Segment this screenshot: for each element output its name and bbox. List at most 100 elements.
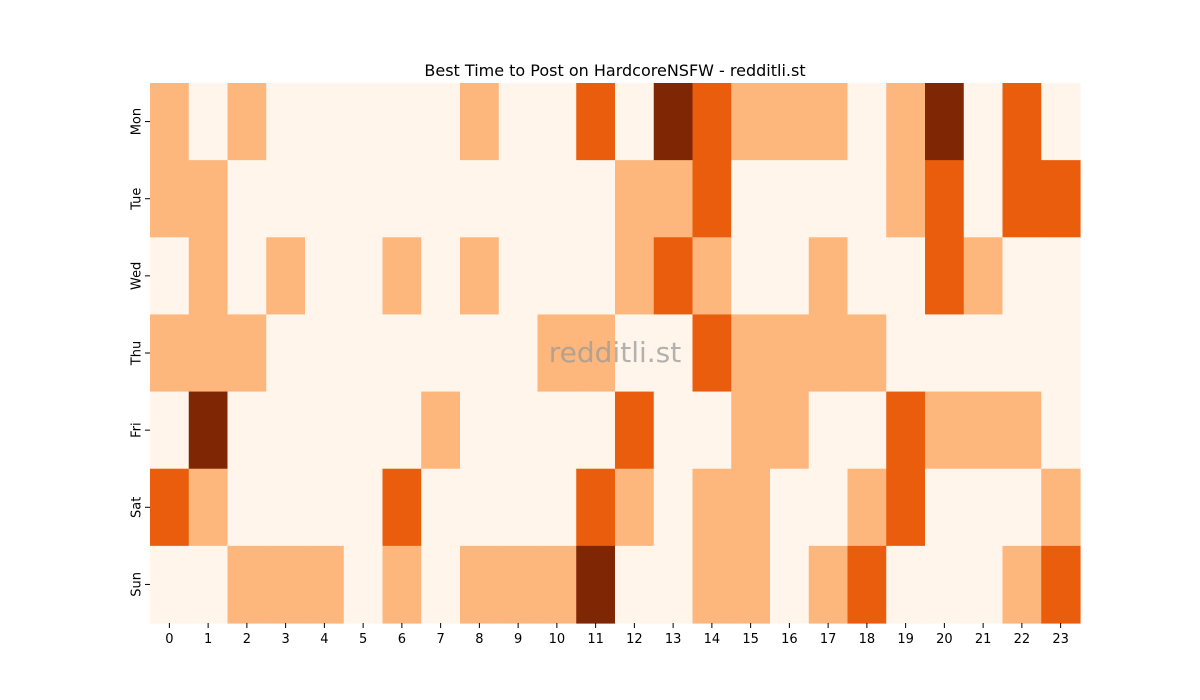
heatmap-cell-thu-3	[266, 314, 306, 393]
heatmap-cell-fri-7	[421, 391, 461, 470]
heatmap-cell-wed-20	[925, 237, 965, 316]
heatmap-cell-fri-21	[963, 391, 1004, 470]
heatmap-cell-mon-9	[498, 83, 539, 161]
heatmap-cell-fri-14	[692, 391, 732, 470]
heatmap-cell-sun-7	[421, 545, 461, 624]
y-tick-label: Tue	[130, 188, 145, 211]
heatmap-cell-fri-2	[227, 391, 267, 470]
heatmap-cell-thu-13	[653, 314, 694, 393]
y-tick-label: Sat	[130, 497, 145, 518]
heatmap-cell-sat-4	[305, 468, 345, 547]
heatmap-cell-thu-21	[963, 314, 1004, 393]
heatmap-cell-mon-11	[576, 83, 616, 161]
heatmap-cell-mon-12	[615, 83, 655, 161]
x-tick-label: 20	[936, 632, 953, 647]
heatmap-cell-wed-9	[498, 237, 539, 316]
heatmap-cell-mon-16	[770, 83, 810, 161]
heatmap-cell-sat-20	[925, 468, 965, 547]
heatmap-cell-sat-19	[886, 468, 926, 547]
heatmap-cell-sun-8	[460, 545, 500, 624]
heatmap-cell-wed-1	[188, 237, 229, 316]
heatmap-cell-thu-7	[421, 314, 461, 393]
heatmap-cell-fri-3	[266, 391, 306, 470]
x-tick-label: 6	[398, 632, 406, 647]
heatmap-cell-fri-17	[808, 391, 849, 470]
heatmap-cell-sat-13	[653, 468, 694, 547]
heatmap-cell-sat-2	[227, 468, 267, 547]
heatmap-cell-thu-16	[770, 314, 810, 393]
heatmap-cell-thu-12	[615, 314, 655, 393]
heatmap-cell-sat-12	[615, 468, 655, 547]
heatmap-cell-wed-16	[770, 237, 810, 316]
heatmap-cell-wed-8	[460, 237, 500, 316]
heatmap-cell-sun-3	[266, 545, 306, 624]
heatmap-cell-tue-7	[421, 160, 461, 238]
heatmap-cell-sun-12	[615, 545, 655, 624]
heatmap-cell-fri-19	[886, 391, 926, 470]
heatmap-cell-fri-13	[653, 391, 694, 470]
heatmap-cell-sun-9	[498, 545, 539, 624]
x-tick-label: 22	[1014, 632, 1031, 647]
heatmap-cell-sat-5	[343, 468, 384, 547]
heatmap-cell-fri-9	[498, 391, 539, 470]
heatmap-cell-fri-5	[343, 391, 384, 470]
heatmap-cell-fri-0	[150, 391, 190, 470]
x-tick-label: 7	[436, 632, 444, 647]
heatmap-cell-sun-16	[770, 545, 810, 624]
heatmap-cell-mon-0	[150, 83, 190, 161]
x-tick-label: 13	[665, 632, 682, 647]
heatmap-cell-sun-6	[382, 545, 422, 624]
heatmap-cell-thu-11	[576, 314, 616, 393]
heatmap-cell-sat-6	[382, 468, 422, 547]
heatmap-cell-wed-19	[886, 237, 926, 316]
heatmap-cell-sun-14	[692, 545, 732, 624]
heatmap-cell-sat-11	[576, 468, 616, 547]
x-tick-label: 8	[475, 632, 483, 647]
heatmap-cell-sat-22	[1002, 468, 1042, 547]
heatmap-cell-tue-12	[615, 160, 655, 238]
x-tick-label: 2	[243, 632, 251, 647]
heatmap-cell-wed-0	[150, 237, 190, 316]
heatmap-cell-tue-8	[460, 160, 500, 238]
heatmap-cell-mon-20	[925, 83, 965, 161]
heatmap-cell-tue-1	[188, 160, 229, 238]
heatmap-cell-mon-21	[963, 83, 1004, 161]
heatmap-cell-fri-20	[925, 391, 965, 470]
x-axis: 0 1 2 3 4 5 6 7 8 9 10 11 12 13 14 15 16 17 18 19 20 21 22 23	[165, 623, 1069, 647]
heatmap-cell-sat-17	[808, 468, 849, 547]
heatmap-cell-tue-9	[498, 160, 539, 238]
x-tick-label: 0	[165, 632, 173, 647]
heatmap-cell-wed-4	[305, 237, 345, 316]
x-tick-label: 3	[281, 632, 289, 647]
x-tick-label: 19	[897, 632, 914, 647]
heatmap-cell-sat-21	[963, 468, 1004, 547]
heatmap-cell-thu-6	[382, 314, 422, 393]
heatmap-cell-sat-18	[847, 468, 887, 547]
x-tick-label: 15	[742, 632, 759, 647]
heatmap-cell-thu-5	[343, 314, 384, 393]
x-tick-label: 5	[359, 632, 367, 647]
heatmap-cell-tue-23	[1041, 160, 1081, 238]
heatmap-cell-mon-17	[808, 83, 849, 161]
heatmap-cell-tue-4	[305, 160, 345, 238]
heatmap-cell-thu-18	[847, 314, 887, 393]
heatmap-cell-wed-22	[1002, 237, 1042, 316]
heatmap-cell-mon-3	[266, 83, 306, 161]
heatmap-cell-tue-20	[925, 160, 965, 238]
heatmap-cell-thu-10	[537, 314, 577, 393]
heatmap-cell-wed-21	[963, 237, 1004, 316]
heatmap-cell-tue-21	[963, 160, 1004, 238]
heatmap-cell-wed-17	[808, 237, 849, 316]
heatmap-cell-sat-7	[421, 468, 461, 547]
heatmap-cell-thu-15	[731, 314, 771, 393]
heatmap-cell-tue-5	[343, 160, 384, 238]
chart-title: Best Time to Post on HardcoreNSFW - redd…	[424, 61, 805, 80]
heatmap-cell-sun-20	[925, 545, 965, 624]
heatmap-cell-fri-18	[847, 391, 887, 470]
heatmap-cell-mon-1	[188, 83, 229, 161]
heatmap-cell-mon-4	[305, 83, 345, 161]
heatmap-cell-tue-2	[227, 160, 267, 238]
heatmap-cell-wed-6	[382, 237, 422, 316]
heatmap-cell-fri-11	[576, 391, 616, 470]
